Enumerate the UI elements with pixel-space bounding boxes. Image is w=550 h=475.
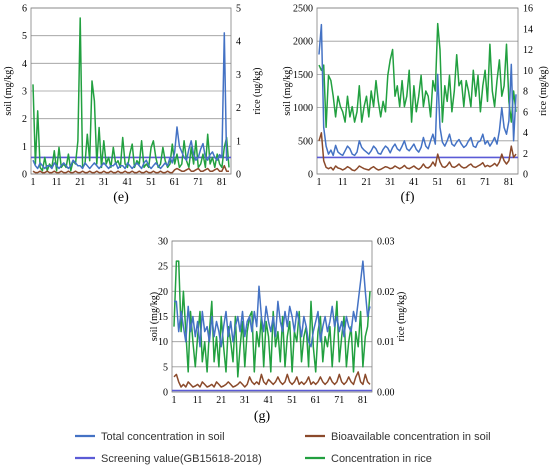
series-line-concentration-in-rice <box>318 22 517 129</box>
y-tick-label: 10 <box>158 337 168 348</box>
y-axis-label: soil (mg/kg) <box>149 292 160 341</box>
y-tick-label: 4 <box>22 59 27 70</box>
panel-label: (e) <box>113 190 129 205</box>
y-tick-label: 15 <box>158 312 168 323</box>
x-tick-label: 1 <box>317 177 322 188</box>
series-line-concentration-in-rice <box>173 260 371 378</box>
y-tick-label: 5 <box>163 362 168 373</box>
x-tick-label: 71 <box>193 177 203 188</box>
y2-tick-label: 4 <box>236 37 241 48</box>
x-tick-label: 81 <box>504 177 514 188</box>
y2-tick-label: 0.03 <box>377 237 395 248</box>
series-line-bioavailable-concentration-in-soil <box>32 164 229 174</box>
y-tick-label: 1 <box>22 142 27 153</box>
x-tick-label: 81 <box>358 395 368 406</box>
series-line-bioavailable-concentration-in-soil <box>173 371 371 388</box>
y2-axis-label: rice (mg/kg) <box>396 292 407 342</box>
x-tick-label: 61 <box>311 395 321 406</box>
x-tick-label: 61 <box>456 177 466 188</box>
y-tick-label: 5 <box>22 31 27 42</box>
y2-tick-label: 1 <box>236 136 241 147</box>
y2-tick-label: 14 <box>523 24 533 35</box>
x-tick-label: 41 <box>122 177 132 188</box>
x-tick-label: 81 <box>217 177 227 188</box>
y-tick-label: 20 <box>158 287 168 298</box>
y2-tick-label: 0.02 <box>377 287 395 298</box>
x-tick-label: 51 <box>146 177 156 188</box>
x-tick-label: 21 <box>361 177 371 188</box>
y2-tick-label: 2 <box>523 149 528 160</box>
series-line-bioavailable-concentration-in-soil <box>318 132 517 172</box>
series-line-total-concentration-in-soil <box>318 23 517 157</box>
y-tick-label: 500 <box>298 136 313 147</box>
x-tick-label: 31 <box>385 177 395 188</box>
y2-tick-label: 0 <box>523 170 528 181</box>
y-tick-label: 1500 <box>293 70 313 81</box>
y-tick-label: 2000 <box>293 37 313 48</box>
x-tick-label: 31 <box>240 395 250 406</box>
x-tick-label: 71 <box>334 395 344 406</box>
y-tick-label: 6 <box>22 4 27 15</box>
y-tick-label: 2500 <box>293 4 313 15</box>
panel-label: (g) <box>254 409 271 424</box>
y2-tick-label: 16 <box>523 4 533 15</box>
x-tick-label: 41 <box>263 395 273 406</box>
x-tick-label: 1 <box>172 395 177 406</box>
plot-frame <box>171 240 373 393</box>
x-tick-label: 11 <box>193 395 203 406</box>
series-line-total-concentration-in-soil <box>32 32 230 170</box>
y2-tick-label: 0 <box>236 170 241 181</box>
x-tick-label: 41 <box>409 177 419 188</box>
y2-tick-label: 10 <box>523 66 533 77</box>
x-tick-label: 51 <box>287 395 297 406</box>
y-axis-label: soil (mg/kg) <box>3 66 14 115</box>
y-tick-label: 0 <box>22 170 27 181</box>
series-line-concentration-in-rice <box>32 17 230 172</box>
y-tick-label: 3 <box>22 87 27 98</box>
y-tick-label: 25 <box>158 262 168 273</box>
y2-tick-label: 4 <box>523 128 528 139</box>
x-tick-label: 1 <box>31 177 36 188</box>
y-tick-label: 30 <box>158 237 168 248</box>
plot-frame <box>316 7 519 175</box>
legend-entry: Screening value(GB15618-2018) <box>101 453 262 465</box>
plot-frame <box>30 7 232 175</box>
y2-tick-label: 8 <box>523 87 528 98</box>
x-tick-label: 11 <box>338 177 348 188</box>
y2-tick-label: 0.01 <box>377 337 395 348</box>
legend-entry: Total concentration in soil <box>101 431 225 443</box>
x-tick-label: 61 <box>170 177 180 188</box>
y-tick-label: 2 <box>22 114 27 125</box>
legend-entry: Bioavailable concentration in soil <box>331 431 491 443</box>
panel-label: (f) <box>401 190 415 205</box>
x-tick-label: 21 <box>75 177 85 188</box>
y-tick-label: 0 <box>308 170 313 181</box>
x-tick-label: 71 <box>480 177 490 188</box>
y-tick-label: 1000 <box>293 103 313 114</box>
series-line-total-concentration-in-soil <box>174 260 371 348</box>
y2-tick-label: 5 <box>236 4 241 15</box>
y2-tick-label: 12 <box>523 45 533 56</box>
x-tick-label: 21 <box>216 395 226 406</box>
y2-tick-label: 3 <box>236 70 241 81</box>
y-axis-label: soil (mg/kg) <box>282 66 293 115</box>
y2-tick-label: 6 <box>523 107 528 118</box>
y2-axis-label: rice (mg/kg) <box>538 66 549 116</box>
y2-tick-label: 0.00 <box>377 388 395 399</box>
y2-tick-label: 2 <box>236 103 241 114</box>
x-tick-label: 31 <box>99 177 109 188</box>
y2-axis-label: rice (ug/kg) <box>252 68 263 115</box>
x-tick-label: 51 <box>433 177 443 188</box>
legend: Total concentration in soil Bioavailable … <box>75 431 491 465</box>
x-tick-label: 11 <box>52 177 62 188</box>
legend-entry: Concentration in rice <box>331 453 432 465</box>
y-tick-label: 0 <box>163 388 168 399</box>
